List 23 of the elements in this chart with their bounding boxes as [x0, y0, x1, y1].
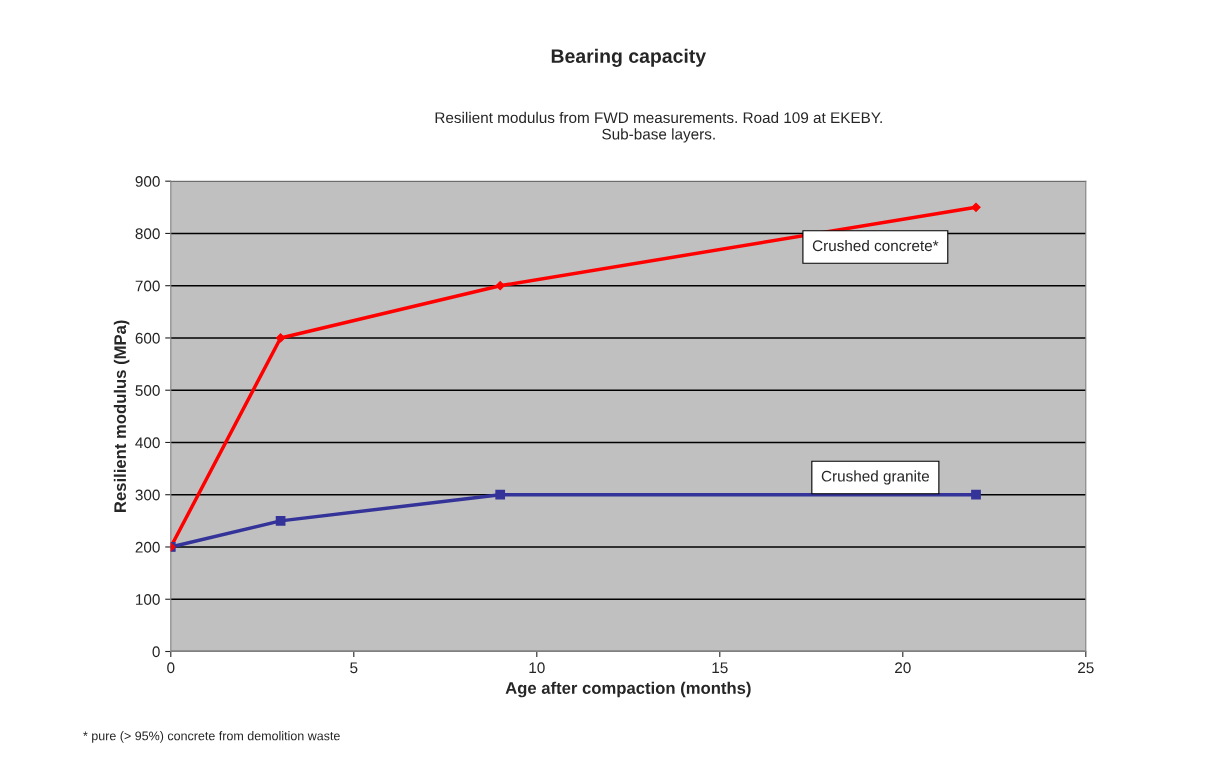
series-label: Crushed concrete*	[812, 239, 939, 252]
y-tick-label: 300	[135, 489, 160, 501]
y-tick-label: 900	[135, 176, 160, 187]
x-tick-label: 25	[1078, 662, 1094, 674]
y-axis-title: Resilient modulus (MPa)	[113, 320, 130, 512]
y-tick-label: 0	[152, 646, 160, 658]
y-tick-label: 700	[135, 280, 160, 292]
y-tick-label: 600	[135, 332, 160, 344]
text: * pure (> 95%) concrete from demolition waste	[83, 731, 340, 743]
series-label: Crushed granite	[821, 470, 930, 485]
x-tick-label: 0	[167, 662, 175, 674]
x-tick-label: 5	[350, 662, 358, 674]
chart-title: Bearing capacity	[551, 48, 707, 67]
x-tick-label: 10	[529, 662, 545, 674]
y-tick-label: 500	[135, 385, 160, 396]
x-axis-title: Age after compaction (months)	[505, 681, 751, 698]
y-tick-label: 400	[135, 437, 160, 449]
y-tick-label: 200	[135, 541, 160, 553]
chart-subtitle: Resilient modulus from FWD measurements. Road 109 at EKEBY. Sub-base layers.	[435, 111, 882, 143]
x-tick-label: 20	[895, 662, 911, 674]
y-tick-label: 100	[136, 594, 160, 605]
y-tick-label: 800	[135, 228, 160, 240]
x-tick-label: 15	[712, 662, 728, 674]
